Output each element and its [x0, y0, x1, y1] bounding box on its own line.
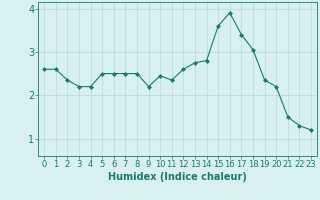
X-axis label: Humidex (Indice chaleur): Humidex (Indice chaleur)	[108, 172, 247, 182]
